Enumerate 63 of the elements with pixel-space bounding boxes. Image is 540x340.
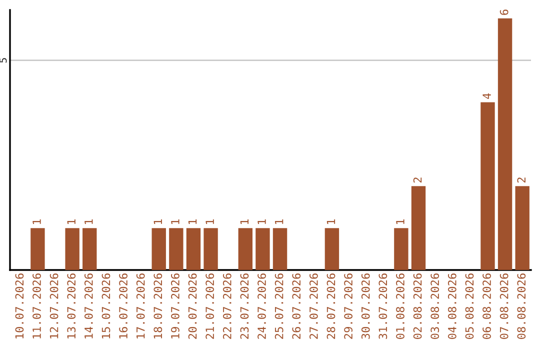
x-tick-label: 30.07.2026	[361, 273, 370, 339]
bar	[272, 228, 288, 270]
x-tick-label: 15.07.2026	[102, 273, 110, 338]
x-tick-label: 23.07.2026	[240, 273, 249, 339]
x-tick-label: 28.07.2026	[326, 273, 336, 339]
data-label: 1	[258, 219, 266, 224]
x-tick-label: 10.07.2026	[15, 273, 24, 338]
x-tick-label: 01.08.2026	[396, 273, 404, 339]
bar	[394, 228, 408, 270]
bar	[169, 228, 184, 270]
x-tick-label: 16.07.2026	[119, 273, 128, 338]
x-tick-label: 21.07.2026	[206, 273, 214, 339]
x-tick-label: 27.07.2026	[309, 273, 318, 339]
bar	[256, 228, 270, 270]
x-tick-label: 05.08.2026	[465, 273, 474, 339]
x-tick-label: 07.08.2026	[500, 273, 508, 339]
x-tick-label: 20.07.2026	[188, 273, 197, 339]
x-tick-label: 17.07.2026	[136, 273, 145, 338]
x-tick-label: 26.07.2026	[292, 273, 301, 339]
x-tick-label: 12.07.2026	[50, 273, 58, 338]
x-tick-label: 24.07.2026	[258, 273, 266, 339]
bar	[324, 228, 340, 270]
data-label: 1	[326, 219, 336, 224]
bar	[238, 228, 252, 270]
y-tick-label: 5	[0, 58, 7, 63]
bar	[186, 228, 201, 270]
data-label: 4	[482, 93, 491, 99]
bar	[152, 228, 166, 270]
bar	[204, 228, 218, 270]
x-tick-label: 29.07.2026	[344, 273, 353, 339]
data-label: 1	[171, 219, 180, 224]
data-label: 1	[396, 219, 404, 224]
data-label: 2	[517, 178, 526, 183]
x-tick-label: 31.07.2026	[378, 273, 388, 339]
x-tick-label: 03.08.2026	[430, 273, 440, 339]
data-label: 1	[32, 219, 41, 224]
data-label: 2	[413, 178, 422, 183]
bar	[30, 228, 45, 270]
x-tick-label: 19.07.2026	[171, 273, 180, 338]
bar	[480, 102, 495, 270]
data-label: 1	[84, 219, 93, 224]
data-label: 1	[67, 219, 76, 224]
bar	[515, 186, 530, 270]
data-label: 1	[188, 219, 197, 224]
x-tick-label: 06.08.2026	[482, 273, 491, 339]
x-tick-label: 04.08.2026	[448, 273, 456, 339]
data-label: 1	[154, 219, 162, 224]
bar	[411, 186, 426, 270]
bar	[82, 228, 97, 270]
data-label: 1	[240, 219, 248, 224]
x-tick-label: 11.07.2026	[32, 273, 41, 338]
data-label: 1	[275, 219, 284, 224]
bar	[498, 18, 512, 270]
x-tick-label: 13.07.2026	[67, 273, 76, 338]
bar	[65, 228, 80, 270]
data-label: 1	[206, 219, 214, 224]
x-tick-label: 08.08.2026	[517, 273, 526, 339]
x-tick-label: 02.08.2026	[413, 273, 422, 339]
data-label: 6	[500, 10, 508, 15]
x-tick-label: 14.07.2026	[84, 273, 93, 338]
x-tick-label: 25.07.2026	[274, 273, 284, 339]
x-tick-label: 18.07.2026	[154, 273, 162, 338]
x-tick-label: 22.07.2026	[222, 273, 232, 339]
